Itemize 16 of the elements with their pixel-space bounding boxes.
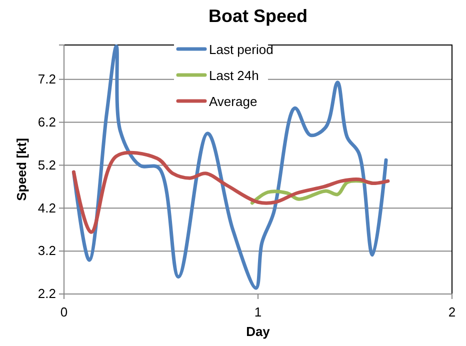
y-tick-label: 4.2 bbox=[38, 200, 56, 216]
x-tick-label: 1 bbox=[254, 304, 262, 320]
y-tick-label: 3.2 bbox=[38, 243, 56, 258]
y-tick-label: 7.2 bbox=[38, 72, 56, 87]
x-tick-label: 2 bbox=[448, 304, 456, 320]
y-tick-label: 6.2 bbox=[38, 114, 56, 130]
line-series bbox=[72, 44, 388, 290]
legend-label: Last 24h bbox=[209, 68, 259, 83]
x-axis-title: Day bbox=[246, 324, 271, 339]
legend-label: Average bbox=[209, 94, 258, 109]
x-tick-label: 0 bbox=[60, 304, 68, 320]
y-axis-title: Speed [kt] bbox=[14, 138, 29, 201]
y-tick-label: 5.2 bbox=[38, 157, 56, 172]
legend-label: Last period bbox=[209, 42, 274, 57]
chart-title: Boat Speed bbox=[208, 6, 308, 26]
y-tick-label: 2.2 bbox=[38, 286, 56, 302]
